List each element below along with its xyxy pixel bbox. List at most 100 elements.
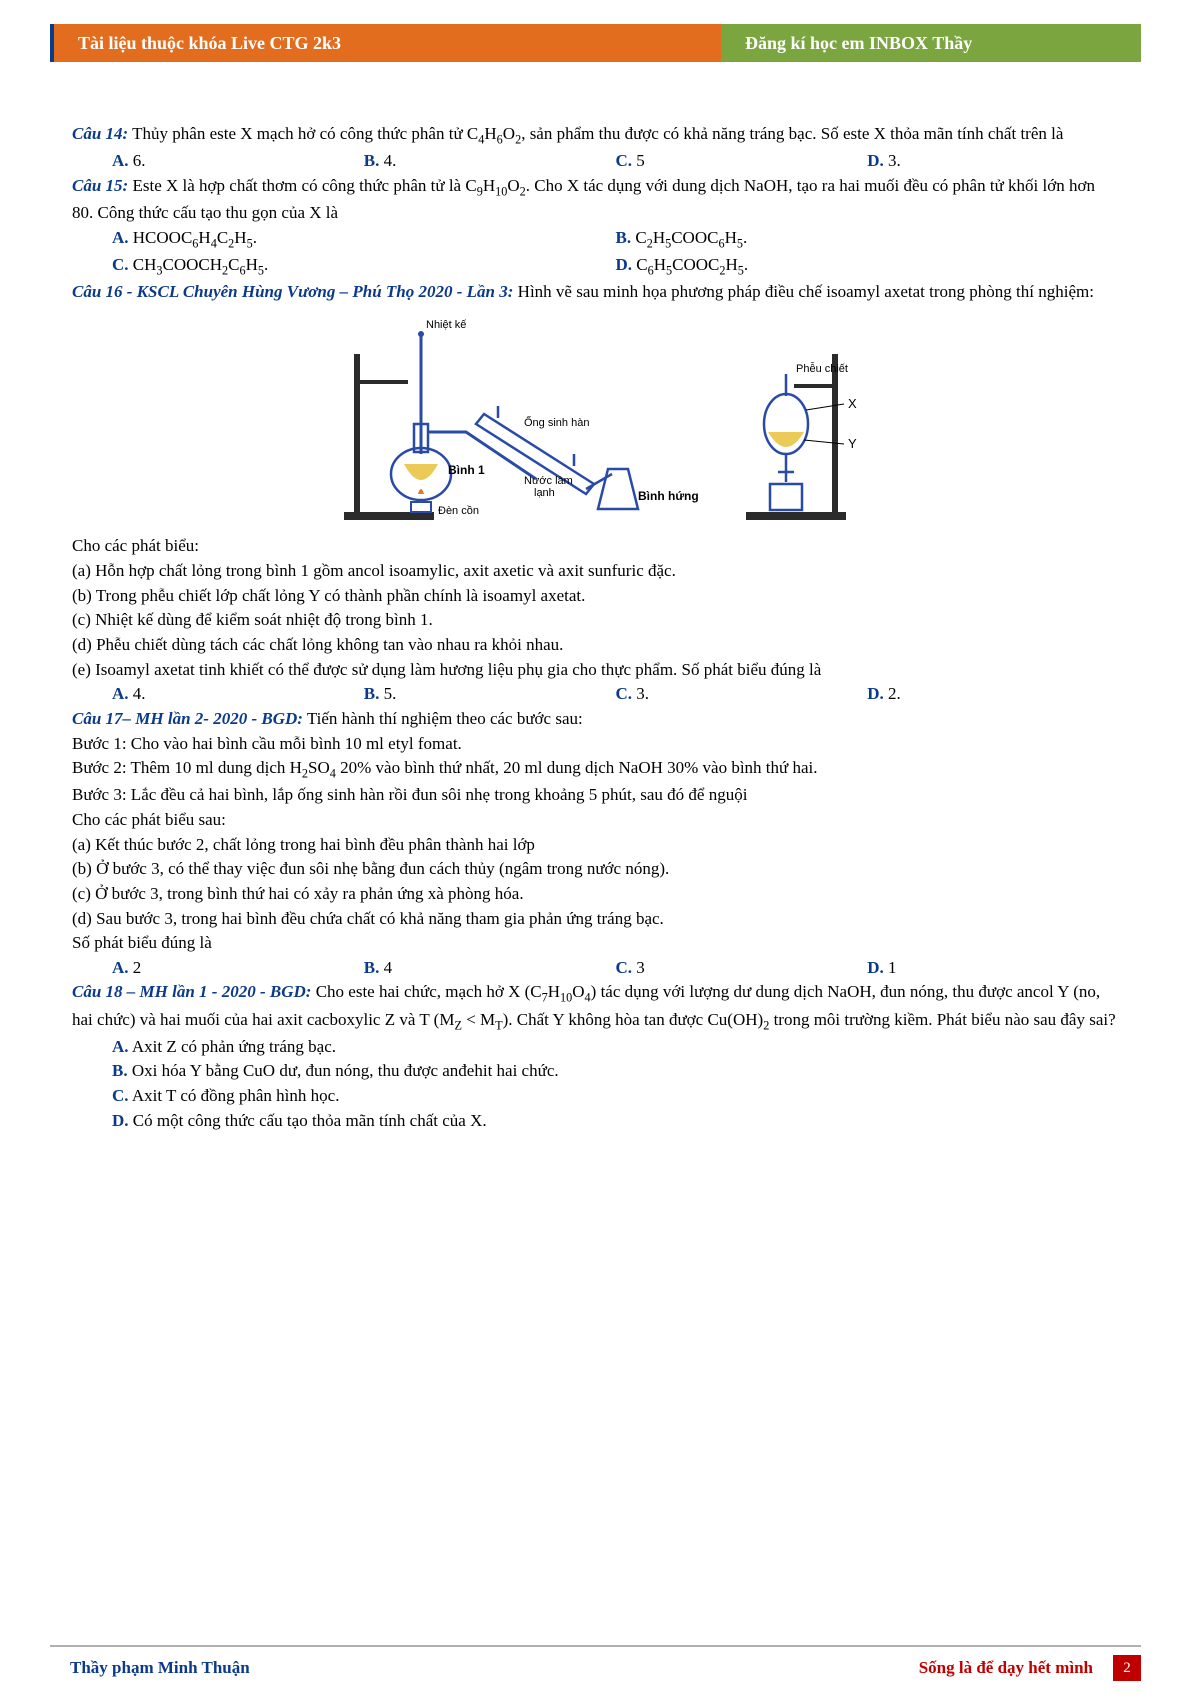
- q15-b-m3: H: [725, 228, 737, 247]
- q15-c-m3: H: [246, 255, 258, 274]
- q17-opt-b: B. 4: [364, 956, 616, 981]
- lbl-thermometer: Nhiệt kế: [426, 319, 466, 331]
- q16-text: Hình vẽ sau minh họa phương pháp điều ch…: [513, 282, 1094, 301]
- label-b: B.: [364, 684, 380, 703]
- q18-c-val: Axit T có đồng phân hình học.: [132, 1086, 340, 1105]
- lbl-x: X: [848, 396, 857, 411]
- q15-a-m2: C: [217, 228, 228, 247]
- q16-opt-a: A. 4.: [112, 682, 364, 707]
- q15-c-m2: C: [228, 255, 239, 274]
- question-14: Câu 14: Thủy phân este X mạch hở có công…: [72, 122, 1119, 149]
- q16-c: (c) Nhiệt kế dùng để kiểm soát nhiệt độ …: [72, 608, 1119, 633]
- q18-label: Câu 18 – MH lần 1 - 2020 - BGD:: [72, 982, 311, 1001]
- q14-b-val: 4.: [384, 151, 397, 170]
- label-c: C.: [616, 684, 633, 703]
- header-right: Đăng kí học em INBOX Thầy: [721, 24, 1141, 62]
- label-b: B.: [364, 958, 380, 977]
- header-bar: Tài liệu thuộc khóa Live CTG 2k3 Đăng kí…: [50, 24, 1141, 62]
- q15-a-m1: H: [198, 228, 210, 247]
- q16-b: (b) Trong phễu chiết lớp chất lỏng Y có …: [72, 584, 1119, 609]
- q15-c-m1: COOCH: [163, 255, 223, 274]
- footer-bar: Thầy phạm Minh Thuận Sống là để dạy hết …: [50, 1645, 1141, 1681]
- label-c: C.: [616, 958, 633, 977]
- q15-text-a: Este X là hợp chất thơm có công thức phâ…: [128, 176, 476, 195]
- label-c: C.: [616, 151, 633, 170]
- q18-opt-c: C. Axit T có đồng phân hình học.: [72, 1084, 1119, 1109]
- label-d: D.: [867, 958, 884, 977]
- q17-s3: Bước 3: Lắc đều cả hai bình, lắp ống sin…: [72, 783, 1119, 808]
- q15-c-post: .: [264, 255, 268, 274]
- apparatus-svg: Nhiệt kế Bình 1 Đèn cồn Ống sinh hàn Nướ…: [326, 314, 866, 526]
- q17-s2a: Bước 2: Thêm 10 ml dung dịch H: [72, 758, 302, 777]
- q17-a: (a) Kết thúc bước 2, chất lỏng trong hai…: [72, 833, 1119, 858]
- q15-label: Câu 15:: [72, 176, 128, 195]
- label-a: A.: [112, 151, 129, 170]
- q17-b: (b) Ở bước 3, có thể thay việc đun sôi n…: [72, 857, 1119, 882]
- footer-motto: Sống là để dạy hết mình: [919, 1658, 1103, 1678]
- lbl-funnel: Phễu chiết: [796, 362, 848, 375]
- lbl-cooling: Nước làmlạnh: [524, 475, 573, 499]
- q17-s2b: SO: [308, 758, 330, 777]
- q15-opt-d: D. C6H5COOC2H5.: [616, 253, 1120, 280]
- q16-opt-c: C. 3.: [616, 682, 868, 707]
- header-left: Tài liệu thuộc khóa Live CTG 2k3: [54, 24, 721, 62]
- q15-d-m2: COOC: [672, 255, 719, 274]
- q15-d-m1: H: [654, 255, 666, 274]
- q15-b-m1: H: [653, 228, 665, 247]
- footer: Thầy phạm Minh Thuận Sống là để dạy hết …: [0, 1645, 1191, 1681]
- q15-a-m3: H: [234, 228, 246, 247]
- lbl-y: Y: [848, 436, 857, 451]
- q16-options: A. 4. B. 5. C. 3. D. 2.: [72, 682, 1119, 707]
- question-17: Câu 17– MH lần 2- 2020 - BGD: Tiến hành …: [72, 707, 1119, 732]
- q17-d: (d) Sau bước 3, trong hai bình đều chứa …: [72, 907, 1119, 932]
- q18-s4: Z: [454, 1018, 461, 1032]
- page-number: 2: [1113, 1655, 1141, 1681]
- q16-label: Câu 16 - KSCL Chuyên Hùng Vương – Phú Th…: [72, 282, 513, 301]
- q14-text-a: Thủy phân este X mạch hở có công thức ph…: [128, 124, 478, 143]
- q18-m3: < M: [462, 1010, 495, 1029]
- label-a: A.: [112, 684, 129, 703]
- q15-mid1: H: [483, 176, 495, 195]
- q18-t4: trong môi trường kiềm. Phát biểu nào sau…: [769, 1010, 1115, 1029]
- q17-s2: Bước 2: Thêm 10 ml dung dịch H2SO4 20% v…: [72, 756, 1119, 783]
- q17-label: Câu 17– MH lần 2- 2020 - BGD:: [72, 709, 303, 728]
- q18-opt-b: B. Oxi hóa Y bằng CuO dư, đun nóng, thu …: [72, 1059, 1119, 1084]
- label-c: C.: [112, 255, 129, 274]
- q18-a-val: Axit Z có phản ứng tráng bạc.: [132, 1037, 336, 1056]
- q15-options-row2: C. CH3COOCH2C6H5. D. C6H5COOC2H5.: [72, 253, 1119, 280]
- q18-m1: H: [548, 982, 560, 1001]
- q16-opt-d: D. 2.: [867, 682, 1119, 707]
- q16-d: (d) Phễu chiết dùng tách các chất lỏng k…: [72, 633, 1119, 658]
- q17-c-val: 3: [636, 958, 645, 977]
- q17-d-val: 1: [888, 958, 897, 977]
- q15-d-post: .: [744, 255, 748, 274]
- q17-b-val: 4: [384, 958, 393, 977]
- q15-options-row1: A. HCOOC6H4C2H5. B. C2H5COOC6H5.: [72, 226, 1119, 253]
- page-content: Câu 14: Thủy phân este X mạch hở có công…: [72, 122, 1119, 1133]
- q17-opt-a: A. 2: [112, 956, 364, 981]
- label-a: A.: [112, 1037, 129, 1056]
- label-d: D.: [867, 151, 884, 170]
- label-d: D.: [867, 684, 884, 703]
- q15-d-pre: C: [636, 255, 647, 274]
- label-c: C.: [112, 1086, 129, 1105]
- apparatus-diagram: Nhiệt kế Bình 1 Đèn cồn Ống sinh hàn Nướ…: [326, 314, 866, 526]
- q14-opt-c: C. 5: [616, 149, 868, 174]
- q17-s1: Bước 1: Cho vào hai bình cầu mỗi bình 10…: [72, 732, 1119, 757]
- q14-c-val: 5: [636, 151, 645, 170]
- question-15: Câu 15: Este X là hợp chất thơm có công …: [72, 174, 1119, 226]
- q17-tail: Số phát biểu đúng là: [72, 931, 1119, 956]
- lbl-receiver: Bình hứng: [638, 489, 699, 503]
- q16-a-val: 4.: [133, 684, 146, 703]
- q16-intro: Cho các phát biểu:: [72, 534, 1119, 559]
- label-d: D.: [616, 255, 633, 274]
- question-18: Câu 18 – MH lần 1 - 2020 - BGD: Cho este…: [72, 980, 1119, 1034]
- q17-intro2: Cho các phát biểu sau:: [72, 808, 1119, 833]
- q15-a-post: .: [253, 228, 257, 247]
- q16-opt-b: B. 5.: [364, 682, 616, 707]
- q18-s5: T: [495, 1018, 502, 1032]
- q18-d-val: Có một công thức cấu tạo thỏa mãn tính c…: [133, 1111, 487, 1130]
- q18-t1: Cho este hai chức, mạch hở X (C: [311, 982, 541, 1001]
- q17-text: Tiến hành thí nghiệm theo các bước sau:: [303, 709, 583, 728]
- label-a: A.: [112, 958, 129, 977]
